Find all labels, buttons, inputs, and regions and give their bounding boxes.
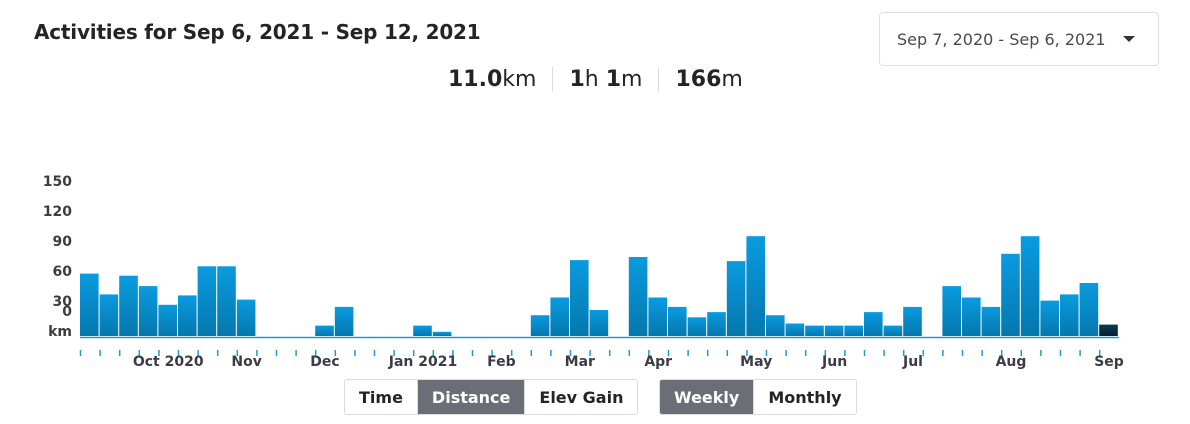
bar: [1020, 236, 1040, 336]
bar: [315, 325, 334, 336]
date-range-dropdown[interactable]: Sep 7, 2020 - Sep 6, 2021: [879, 12, 1159, 66]
y-axis-label: km: [48, 324, 72, 340]
time-minutes-value: 1: [605, 66, 622, 92]
bar: [844, 325, 863, 336]
bar: [80, 273, 99, 336]
y-tick-label: 30: [53, 294, 73, 310]
bar: [158, 304, 177, 336]
bar: [687, 317, 707, 336]
bar: [530, 315, 550, 336]
x-tick-label: Sep: [1094, 354, 1124, 370]
bar: [766, 315, 785, 336]
time-hours-unit: h: [584, 66, 599, 92]
bar: [236, 299, 256, 336]
metric-distance-button[interactable]: Distance: [416, 380, 525, 414]
bar: [628, 257, 648, 336]
bar: [785, 323, 805, 336]
elevation-unit: m: [721, 66, 743, 92]
bar: [962, 297, 981, 336]
date-range-label: Sep 7, 2020 - Sep 6, 2021: [897, 30, 1106, 49]
time-hours-value: 1: [569, 66, 585, 92]
time-minutes-unit: m: [621, 66, 643, 92]
bar: [178, 295, 197, 336]
x-tick-label: Oct 2020: [133, 354, 204, 370]
period-weekly-button[interactable]: Weekly: [660, 380, 754, 414]
bar-current-week: [1099, 324, 1118, 336]
y-tick-label: 0: [62, 304, 72, 320]
y-tick-label: 60: [53, 264, 73, 280]
bar: [668, 306, 687, 336]
bar: [413, 325, 432, 336]
bar: [1001, 253, 1020, 336]
elevation-stat: 166 m: [658, 66, 758, 92]
x-tick-label: Apr: [644, 354, 672, 370]
caret-down-icon: [1123, 36, 1135, 42]
x-tick-label: Feb: [487, 354, 516, 370]
bar: [1040, 300, 1059, 336]
bar: [903, 306, 922, 336]
bar: [805, 325, 824, 336]
x-tick-label: Dec: [310, 354, 339, 370]
bar: [334, 306, 354, 336]
distance-value: 11.0: [448, 66, 503, 92]
bar: [570, 260, 589, 336]
bar: [119, 275, 138, 336]
bar: [99, 294, 119, 336]
x-tick-label: Mar: [565, 354, 595, 370]
x-tick-label: Aug: [996, 354, 1027, 370]
period-monthly-button[interactable]: Monthly: [753, 380, 856, 414]
bar: [981, 306, 1001, 336]
bar: [648, 297, 667, 336]
x-tick-label: Jun: [821, 354, 847, 370]
x-tick-label: Nov: [231, 354, 261, 370]
bar: [589, 310, 609, 336]
y-tick-label: 90: [53, 234, 73, 250]
bar: [1079, 283, 1099, 336]
bar: [726, 261, 746, 336]
metric-time-button[interactable]: Time: [345, 380, 417, 414]
x-tick-label: May: [740, 354, 772, 370]
distance-stat: 11.0 km: [432, 67, 552, 92]
y-tick-label: 120: [43, 204, 72, 220]
bar: [217, 266, 236, 336]
bar: [550, 297, 569, 336]
x-tick-label: Jul: [902, 354, 923, 370]
y-tick-label: 150: [43, 174, 72, 190]
bar: [197, 266, 217, 336]
bar: [138, 286, 158, 336]
bar: [1060, 294, 1079, 336]
metric-toggle[interactable]: Time Distance Elev Gain: [344, 379, 639, 415]
bar: [746, 236, 765, 336]
bar: [883, 325, 903, 336]
weekly-distance-chart: 030 60 90 120 150 km Oct 2020 Nov Dec Jan 2021 Feb…: [43, 174, 1124, 370]
bar: [864, 312, 883, 336]
period-toggle[interactable]: Weekly Monthly: [659, 379, 857, 415]
bar: [432, 331, 452, 336]
page-title: Activities for Sep 6, 2021 - Sep 12, 202…: [34, 20, 481, 44]
bar: [707, 312, 726, 336]
bar: [824, 325, 844, 336]
elevation-value: 166: [675, 66, 722, 92]
metric-elev-gain-button[interactable]: Elev Gain: [524, 380, 638, 414]
distance-unit: km: [502, 66, 537, 92]
bar: [942, 286, 961, 336]
x-tick-label: Jan 2021: [388, 354, 457, 370]
